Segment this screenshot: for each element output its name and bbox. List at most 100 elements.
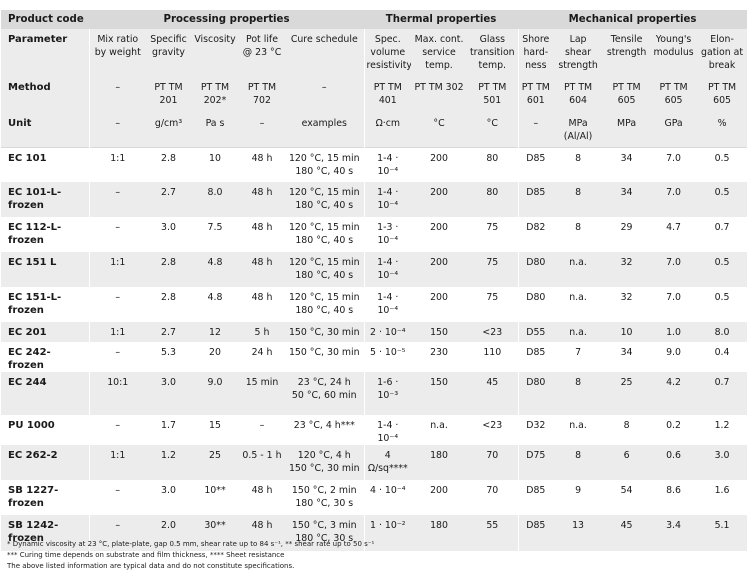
pot-cell: 48 h [239,252,285,287]
res-cell: 1-3 · 10⁻⁴ [363,217,412,252]
lap-cell: n.a. [553,287,604,322]
header-cell: – [88,113,146,147]
cure-schedule-line: 150 °C, 30 min [288,463,360,474]
cure-schedule-cell: 23 °C, 4 h*** [285,415,365,445]
header-cell: PT TM 702 [239,77,285,113]
lap-cell: 8 [553,445,604,480]
group-thermal: Thermal properties [364,10,519,29]
sg-cell: 2.8 [146,252,191,287]
lap-cell: n.a. [553,252,604,287]
cure-schedule-cell: 120 °C, 15 min 180 °C, 40 s [285,287,365,322]
sg-cell: 2.7 [146,322,191,342]
header-cell: Young's modulus [650,29,698,77]
cure-schedule-line: 120 °C, 15 min [288,257,360,268]
cure-schedule-line: 180 °C, 40 s [295,200,354,211]
table-row: EC 151 L 1:1 2.8 4.8 48 h 120 °C, 15 min 180 °… [1,252,748,287]
cure-schedule-line: 150 °C, 2 min [291,485,357,496]
visc-cell: 4.8 [191,287,239,322]
header-cell: Tensile strength [603,29,651,77]
tens-cell: 6 [603,445,651,480]
properties-table: Product code Processing properties Therm… [1,10,748,551]
header-cell: Mix ratio by weight [88,29,146,77]
header-cell: PT TM 605 [603,77,651,113]
mix-cell: – [88,415,146,445]
table-row: EC 151-L-frozen –2.8 4.8 48 h 120 °C, 15 min… [1,287,748,322]
young-cell: 7.0 [650,146,698,182]
cure-schedule-cell: 120 °C, 4 h 150 °C, 30 min [285,445,365,480]
visc-cell: 25 [191,445,239,480]
res-cell: 1-6 · 10⁻³ [363,372,412,415]
elong-cell: 0.4 [697,342,748,372]
tens-cell: 25 [603,372,651,415]
mix-cell: 1:1 [88,322,146,342]
pot-cell: – [239,415,285,445]
shore-cell: D85 [517,515,554,551]
lap-cell: 8 [553,372,604,415]
elong-cell: 1.2 [697,415,748,445]
cure-schedule-cell: 120 °C, 15 min 180 °C, 40 s [285,146,365,182]
cure-schedule-line: 180 °C, 40 s [295,305,354,316]
res-cell: 1-4 · 10⁻⁴ [363,252,412,287]
tg-cell: 80 [467,146,519,182]
young-cell: 4.7 [650,217,698,252]
header-cell: Max. cont. service temp. [411,29,468,77]
tens-cell: 8 [603,415,651,445]
group-processing: Processing properties [89,10,365,29]
cure-schedule-line: 23 °C, 24 h [297,377,351,388]
header-cell: Specific gravity [146,29,191,77]
tens-cell: 34 [603,182,651,217]
table-row: EC 262-2 1:1 1.2 25 0.5 - 1 h 120 °C, 4 h 150 … [1,445,748,480]
header-cell: PT TM 401 [363,77,412,113]
header-cell: PT TM 501 [467,77,519,113]
table-row: PU 1000–1.7 15–23 °C, 4 h*** 1-4 · 10⁻⁴ n.a… [1,415,748,445]
cure-schedule-line: 120 °C, 15 min [288,152,360,164]
header-row-0: Parameter Mix ratio by weight Specific gra… [1,29,748,77]
header-cell: g/cm³ [146,113,191,147]
sg-cell: 2.7 [146,182,191,217]
mix-cell: – [88,515,146,551]
header-cell: PT TM 605 [650,77,698,113]
header-cell: PT TM 302 [411,77,468,113]
temp-cell: 230 [411,342,468,372]
visc-cell: 9.0 [191,372,239,415]
sg-cell: 2.0 [146,515,191,551]
temp-cell: 180 [411,445,468,480]
header-cell: Cure schedule [285,29,365,77]
mix-cell: – [88,342,146,372]
product-code-cell: SB 1242-frozen [1,515,89,551]
elong-cell: 0.5 [697,287,748,322]
product-code-cell: EC 242-frozen [1,342,89,372]
pot-cell: 48 h [239,515,285,551]
header-cell: MPa (Al/Al) [553,113,604,147]
visc-cell: 10 [191,146,239,182]
mix-cell: – [88,287,146,322]
shore-cell: D85 [517,342,554,372]
shore-cell: D85 [517,480,554,515]
cure-schedule-cell: 120 °C, 15 min 180 °C, 40 s [285,217,365,252]
header-label: Parameter [1,29,89,77]
sg-cell: 2.8 [146,287,191,322]
cure-schedule-cell: 120 °C, 15 min 180 °C, 40 s [285,252,365,287]
lap-cell: 8 [553,217,604,252]
tg-cell: 110 [467,342,519,372]
cure-schedule-cell: 23 °C, 24 h 50 °C, 60 min [285,372,365,415]
young-cell: 7.0 [650,287,698,322]
temp-cell: 180 [411,515,468,551]
sg-cell: 5.3 [146,342,191,372]
header-cell: Spec. volume resistivity [363,29,412,77]
header-cell: Viscosity [191,29,239,77]
sg-cell: 3.0 [146,480,191,515]
tg-cell: 75 [467,252,519,287]
table-row: EC 101 1:1 2.8 10 48 h 120 °C, 15 min 180 °C, … [1,146,748,182]
header-cell: – [285,77,365,113]
sg-cell: 3.0 [146,372,191,415]
header-cell: – [88,77,146,113]
visc-cell: 15 [191,415,239,445]
product-code-cell: EC 151 L [1,252,89,287]
header-cell: Pot life @ 23 °C [239,29,285,77]
lap-cell: 8 [553,146,604,182]
shore-cell: D82 [517,217,554,252]
cure-schedule-line: 180 °C, 30 s [295,533,354,544]
header-cell: °C [411,113,468,147]
